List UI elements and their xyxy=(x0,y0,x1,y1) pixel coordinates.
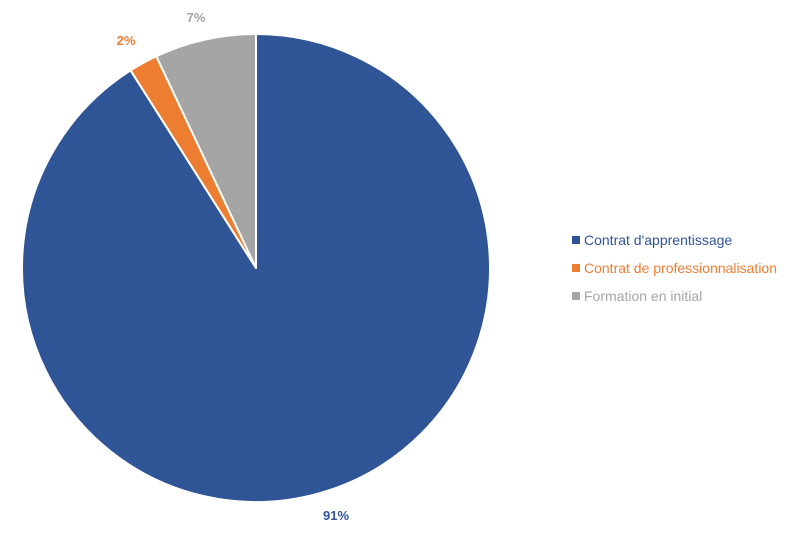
legend-label: Contrat de professionnalisation xyxy=(584,260,777,276)
pie-slices xyxy=(21,33,491,503)
legend-swatch xyxy=(572,264,580,272)
legend-label: Formation en initial xyxy=(584,288,702,304)
legend-label: Contrat d'apprentissage xyxy=(584,232,732,248)
pie-slice-3 xyxy=(155,33,257,269)
legend-swatch xyxy=(572,292,580,300)
legend-item-1: Contrat d'apprentissage xyxy=(572,232,732,248)
legend-swatch xyxy=(572,236,580,244)
data-label-3: 7% xyxy=(187,10,206,25)
data-label-1: 91% xyxy=(323,508,349,523)
legend-item-2: Contrat de professionnalisation xyxy=(572,260,777,276)
data-labels: 91% 2% 7% xyxy=(117,10,350,523)
legend-item-3: Formation en initial xyxy=(572,288,702,304)
data-label-2: 2% xyxy=(117,33,136,48)
legend: Contrat d'apprentissage Contrat de profes… xyxy=(572,232,777,304)
